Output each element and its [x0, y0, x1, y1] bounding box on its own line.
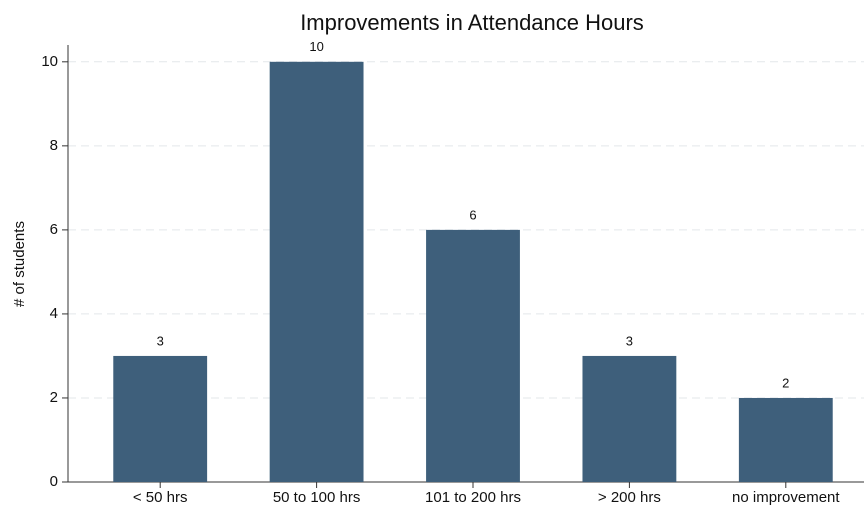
x-tick-label: > 200 hrs	[598, 489, 661, 506]
y-tick-label: 0	[50, 473, 58, 490]
x-tick-label: < 50 hrs	[133, 489, 188, 506]
y-tick-label: 8	[50, 137, 58, 154]
chart-title: Improvements in Attendance Hours	[300, 10, 644, 35]
y-axis-label: # of students	[11, 221, 28, 307]
bar	[269, 61, 364, 483]
data-label: 10	[309, 39, 323, 54]
y-tick-label: 6	[50, 221, 58, 238]
data-label: 3	[626, 333, 633, 348]
x-tick-label: no improvement	[732, 489, 840, 506]
y-tick-label: 10	[41, 53, 58, 70]
x-tick-label: 50 to 100 hrs	[273, 489, 361, 506]
x-tick-label: 101 to 200 hrs	[425, 489, 521, 506]
data-label: 6	[469, 207, 476, 222]
bar	[738, 397, 833, 482]
data-label: 3	[157, 333, 164, 348]
y-tick-label: 4	[50, 305, 58, 322]
bar	[113, 355, 208, 482]
y-tick-label: 2	[50, 389, 58, 406]
data-label: 2	[782, 375, 789, 390]
bar	[426, 229, 520, 482]
bar	[582, 355, 677, 482]
